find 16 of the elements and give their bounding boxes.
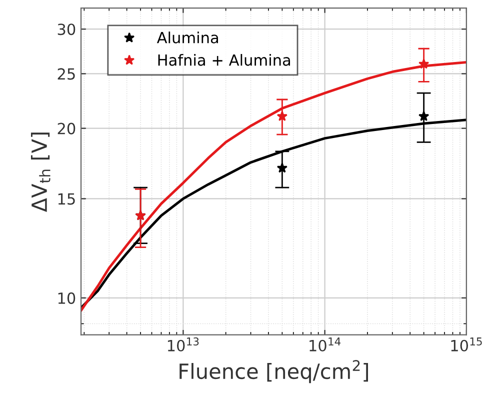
legend-label: Hafnia + Alumina xyxy=(158,54,290,66)
x-tick-label: 10$^{15}$ xyxy=(451,338,482,352)
y-tick-label: 30 xyxy=(58,24,76,36)
point xyxy=(418,110,430,122)
x-tick-label: 10$^{13}$ xyxy=(168,337,199,352)
legend-label: Alumina xyxy=(156,32,218,44)
y-tick-label: 15 xyxy=(58,193,75,205)
y-tick-label: 25 xyxy=(58,68,75,80)
y-tick-label: 10 xyxy=(58,292,76,304)
x-axis-title: Fluence [neq/cm$^{2}$] xyxy=(180,360,368,384)
point xyxy=(276,110,288,122)
y-tick-label: 20 xyxy=(58,122,76,134)
y-axis-title: ΔV$_{th}$ [V] xyxy=(30,132,50,212)
point xyxy=(418,58,430,69)
point xyxy=(276,162,288,173)
x-tick-label: 10$^{14}$ xyxy=(310,338,341,352)
